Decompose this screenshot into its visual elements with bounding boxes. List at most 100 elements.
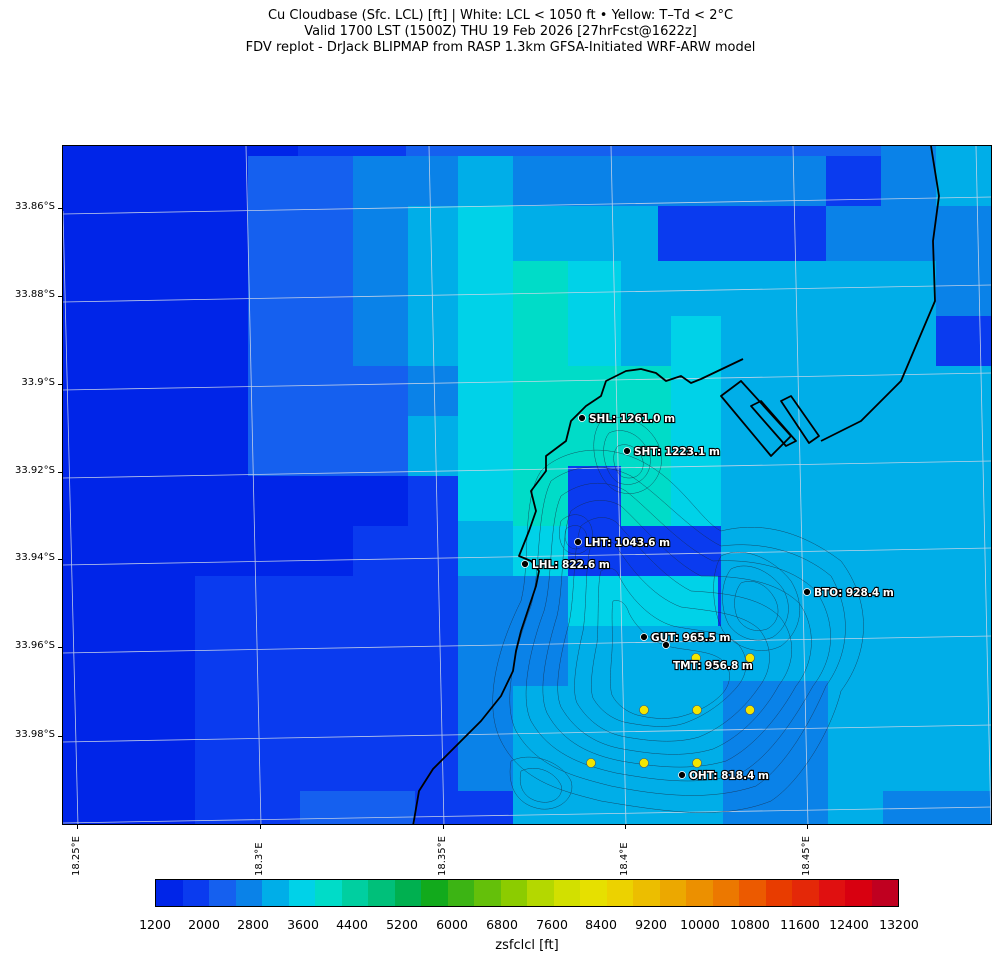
grid-cell bbox=[248, 366, 408, 476]
colorbar-swatch bbox=[818, 880, 845, 906]
grid-cell bbox=[300, 576, 410, 791]
colorbar-swatch bbox=[500, 880, 527, 906]
station-label-shl: SHL: 1261.0 m bbox=[589, 413, 675, 425]
station-dot-gut bbox=[640, 633, 648, 641]
lat-tick bbox=[58, 296, 62, 297]
title-line-3: FDV replot - DrJack BLIPMAP from RASP 1.… bbox=[245, 40, 756, 55]
yellow-marker bbox=[692, 705, 702, 715]
colorbar-tick-label: 3600 bbox=[287, 917, 319, 932]
grid-cell bbox=[671, 316, 721, 526]
grid-cell bbox=[458, 576, 513, 686]
colorbar-title: zsfclcl [ft] bbox=[495, 938, 559, 953]
grid-cell bbox=[826, 261, 936, 366]
colorbar-swatch bbox=[659, 880, 686, 906]
yellow-marker bbox=[691, 653, 701, 663]
grid-cell bbox=[568, 576, 718, 626]
lon-tick bbox=[625, 825, 626, 829]
colorbar-swatch bbox=[871, 880, 898, 906]
lon-label-18-4: 18.4°E bbox=[619, 842, 630, 876]
lat-tick bbox=[58, 559, 62, 560]
colorbar-swatch bbox=[580, 880, 607, 906]
title-line-2: Valid 1700 LST (1500Z) THU 19 Feb 2026 [… bbox=[304, 24, 697, 39]
grid-cell bbox=[671, 261, 721, 316]
grid-cell bbox=[621, 366, 671, 526]
lat-tick bbox=[58, 208, 62, 209]
station-label-sht: SHT: 1223.1 m bbox=[634, 446, 720, 458]
colorbar-swatch bbox=[606, 880, 633, 906]
grid-cell bbox=[458, 686, 513, 791]
colorbar-tick-label: 5200 bbox=[386, 917, 418, 932]
colorbar-tick-label: 4400 bbox=[336, 917, 368, 932]
lon-label-18-25: 18.25°E bbox=[71, 836, 82, 876]
station-label-oht: OHT: 818.4 m bbox=[689, 770, 769, 782]
grid-cell bbox=[881, 366, 991, 681]
colorbar-tick-label: 12400 bbox=[829, 917, 869, 932]
station-label-tmt: TMT: 956.8 m bbox=[673, 660, 753, 672]
colorbar-swatch bbox=[156, 880, 183, 906]
yellow-marker bbox=[639, 758, 649, 768]
grid-cell bbox=[826, 206, 936, 261]
lat-tick bbox=[58, 736, 62, 737]
grid-cell bbox=[408, 416, 458, 476]
grid-cell bbox=[408, 366, 458, 416]
grid-cell bbox=[458, 206, 513, 521]
lat-label-33-94: 33.94°S bbox=[15, 552, 55, 563]
colorbar-tick-label: 6800 bbox=[486, 917, 518, 932]
lat-label-33-96: 33.96°S bbox=[15, 640, 55, 651]
grid-cell bbox=[513, 261, 568, 526]
colorbar-swatch bbox=[527, 880, 554, 906]
lon-tick bbox=[807, 825, 808, 829]
station-label-bto: BTO: 928.4 m bbox=[814, 587, 894, 599]
colorbar-swatch bbox=[421, 880, 448, 906]
lat-tick bbox=[58, 384, 62, 385]
grid-cell bbox=[881, 146, 936, 206]
grid-cell bbox=[936, 206, 991, 316]
colorbar-tick-label: 1200 bbox=[139, 917, 171, 932]
grid-cell bbox=[621, 261, 671, 366]
grid-cell bbox=[513, 526, 568, 576]
lon-label-18-45: 18.45°E bbox=[801, 836, 812, 876]
lon-tick bbox=[260, 825, 261, 829]
grid-cell bbox=[353, 206, 408, 366]
yellow-marker bbox=[586, 758, 596, 768]
colorbar-tick-label: 11600 bbox=[780, 917, 820, 932]
colorbar-tick-label: 2800 bbox=[237, 917, 269, 932]
colorbar-swatch bbox=[739, 880, 766, 906]
title-line-1: Cu Cloudbase (Sfc. LCL) [ft] | White: LC… bbox=[267, 8, 734, 23]
grid-cell bbox=[408, 476, 458, 576]
grid-cell bbox=[828, 681, 883, 824]
station-dot-lht bbox=[574, 538, 582, 546]
colorbar-tick-label: 2000 bbox=[188, 917, 220, 932]
colorbar-tick-label: 10000 bbox=[680, 917, 720, 932]
grid-cell bbox=[458, 156, 513, 206]
lon-label-18-35: 18.35°E bbox=[437, 836, 448, 876]
colorbar-tick-label: 6000 bbox=[436, 917, 468, 932]
station-label-gut: GUT: 965.5 m bbox=[651, 632, 730, 644]
lat-label-33-86: 33.86°S bbox=[15, 201, 55, 212]
grid-cell bbox=[568, 261, 621, 366]
station-label-lhl: LHL: 822.6 m bbox=[532, 559, 610, 571]
lat-label-33-88: 33.88°S bbox=[15, 289, 55, 300]
lat-label-33-9: 33.9°S bbox=[21, 377, 55, 388]
colorbar-swatch bbox=[368, 880, 395, 906]
grid-cell bbox=[568, 681, 723, 824]
grid-cell bbox=[513, 686, 568, 824]
station-dot-bto bbox=[803, 588, 811, 596]
colorbar-swatch bbox=[209, 880, 236, 906]
colorbar-tick-label: 8400 bbox=[585, 917, 617, 932]
colorbar-swatch bbox=[686, 880, 713, 906]
lat-tick bbox=[58, 647, 62, 648]
grid-cell bbox=[883, 681, 991, 791]
colorbar-swatch bbox=[633, 880, 660, 906]
station-label-lht: LHT: 1043.6 m bbox=[585, 537, 670, 549]
grid-cell bbox=[300, 791, 415, 824]
map-canvas: SHL: 1261.0 m SHT: 1223.1 m LHT: 1043.6 m L… bbox=[63, 146, 991, 824]
grid-cell bbox=[458, 521, 513, 576]
grid-cell bbox=[936, 146, 991, 206]
colorbar-swatch bbox=[341, 880, 368, 906]
colorbar-swatch bbox=[712, 880, 739, 906]
colorbar-tick-label: 13200 bbox=[879, 917, 919, 932]
colorbar-swatch bbox=[553, 880, 580, 906]
graticule bbox=[63, 146, 991, 824]
lat-tick bbox=[58, 472, 62, 473]
